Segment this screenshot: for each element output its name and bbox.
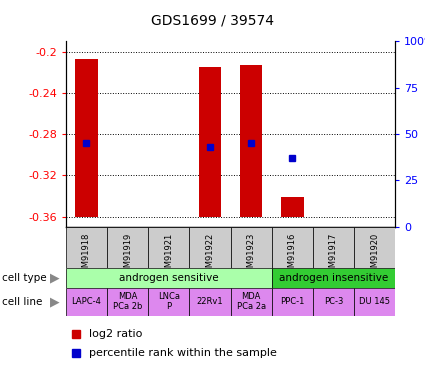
Bar	[107, 288, 148, 316]
Text: GSM91918: GSM91918	[82, 233, 91, 278]
Text: ▶: ▶	[51, 295, 60, 308]
Bar	[107, 227, 148, 268]
Bar	[190, 227, 230, 268]
Bar	[198, 67, 221, 217]
Bar	[354, 227, 395, 268]
Bar	[75, 59, 98, 217]
Text: GSM91921: GSM91921	[164, 233, 173, 278]
Bar	[66, 268, 272, 288]
Bar	[272, 227, 313, 268]
Bar	[148, 227, 190, 268]
Text: cell line: cell line	[2, 297, 42, 307]
Bar	[354, 288, 395, 316]
Text: GSM91920: GSM91920	[370, 233, 379, 278]
Bar	[66, 288, 107, 316]
Bar	[272, 268, 395, 288]
Bar	[240, 65, 263, 217]
Text: GSM91923: GSM91923	[246, 233, 256, 278]
Text: percentile rank within the sample: percentile rank within the sample	[89, 348, 277, 357]
Text: MDA
PCa 2b: MDA PCa 2b	[113, 292, 142, 311]
Text: log2 ratio: log2 ratio	[89, 329, 142, 339]
Text: GSM91919: GSM91919	[123, 233, 132, 278]
Text: GSM91917: GSM91917	[329, 233, 338, 278]
Text: GSM91916: GSM91916	[288, 233, 297, 278]
Text: androgen insensitive: androgen insensitive	[279, 273, 388, 283]
Text: PC-3: PC-3	[324, 297, 343, 306]
Bar	[313, 227, 354, 268]
Text: 22Rv1: 22Rv1	[197, 297, 223, 306]
Bar	[190, 288, 230, 316]
Bar	[148, 288, 190, 316]
Text: GDS1699 / 39574: GDS1699 / 39574	[151, 13, 274, 27]
Text: cell type: cell type	[2, 273, 47, 283]
Text: LAPC-4: LAPC-4	[71, 297, 102, 306]
Bar	[281, 197, 303, 217]
Text: MDA
PCa 2a: MDA PCa 2a	[237, 292, 266, 311]
Text: PPC-1: PPC-1	[280, 297, 304, 306]
Text: DU 145: DU 145	[359, 297, 390, 306]
Text: androgen sensitive: androgen sensitive	[119, 273, 218, 283]
Text: LNCa
P: LNCa P	[158, 292, 180, 311]
Bar	[230, 288, 272, 316]
Text: GSM91922: GSM91922	[205, 233, 215, 278]
Text: ▶: ▶	[51, 272, 60, 284]
Bar	[66, 227, 107, 268]
Bar	[230, 227, 272, 268]
Bar	[272, 288, 313, 316]
Bar	[313, 288, 354, 316]
